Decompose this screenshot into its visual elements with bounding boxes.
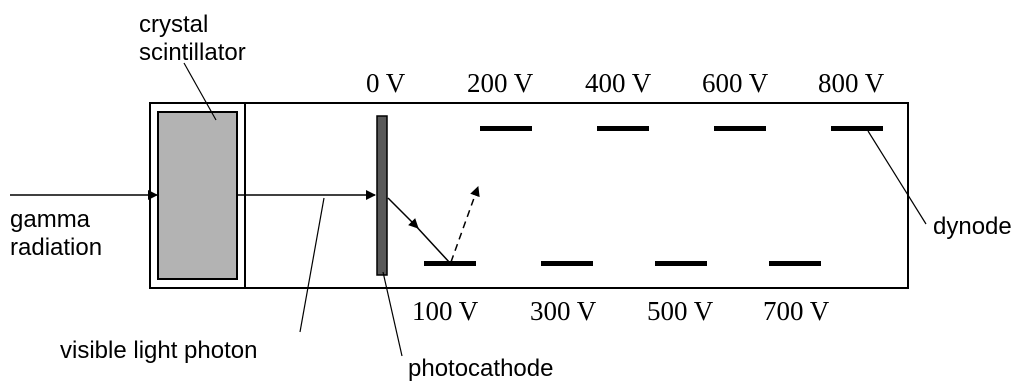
crystal-scintillator [157,111,238,280]
label-gamma-line1: gamma [10,206,91,233]
photocathode-leader-line [382,271,403,357]
dynode-700v [769,261,821,266]
dynode-100v [424,261,476,266]
voltage-label-400v: 400 V [585,68,652,98]
voltage-label-600v: 600 V [702,68,769,98]
dynode-200v [480,126,532,131]
dynode-400v [597,126,649,131]
dynode-300v [541,261,593,266]
photocathode-plate [376,115,388,276]
dynode-800v [831,126,883,131]
photon-leader-line [299,197,325,333]
voltage-label-500v: 500 V [647,296,714,326]
label-visible-photon: visible light photon [60,337,257,364]
label-crystal-line2: scintillator [139,39,246,66]
label-crystal-line1: crystal [139,11,208,38]
voltage-label-200v: 200 V [467,68,534,98]
label-photocathode: photocathode [408,355,553,382]
label-dynode: dynode [933,213,1012,240]
voltage-label-300v: 300 V [530,296,597,326]
voltage-label-100v: 100 V [412,296,479,326]
dynode-leader-line [867,130,927,225]
dynode-600v [714,126,766,131]
electron-path-segment-2 [413,223,451,264]
voltage-label-700v: 700 V [763,296,830,326]
voltage-label-800v: 800 V [818,68,885,98]
label-gamma-line2: radiation [10,234,102,261]
voltage-label-0v: 0 V [366,68,406,98]
dynode-500v [655,261,707,266]
secondary-electron-arrow [450,186,480,263]
crystal-leader-line [183,62,217,121]
electron-path-segment-1 [387,197,419,229]
